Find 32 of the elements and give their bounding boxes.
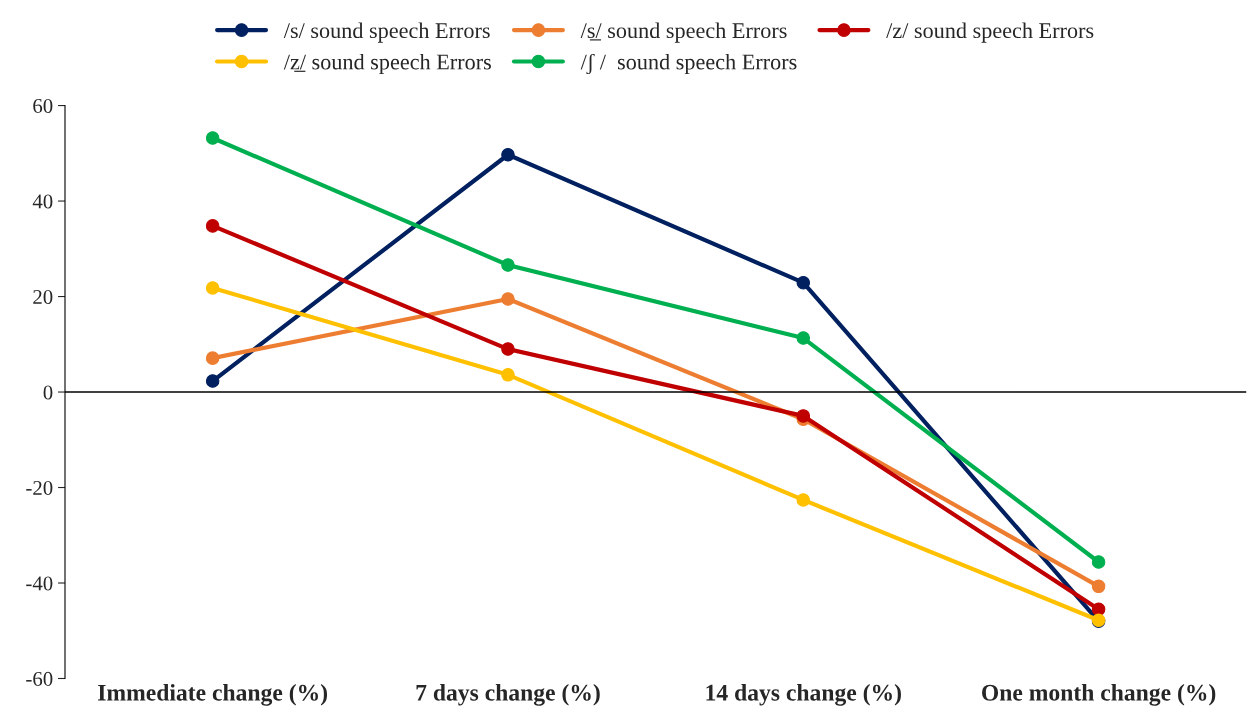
point xyxy=(501,342,515,356)
y-tick-label: 60 xyxy=(33,98,53,113)
y-tick-label: 40 xyxy=(32,194,53,209)
point xyxy=(1091,555,1106,569)
point xyxy=(501,292,515,306)
point xyxy=(501,368,515,382)
point xyxy=(205,374,220,388)
point xyxy=(1091,602,1106,617)
legend-label: /z/ sound speech Errors xyxy=(886,22,1094,43)
x-tick-label: 14 days change (%) xyxy=(706,684,901,706)
point xyxy=(796,331,811,345)
point xyxy=(796,275,811,290)
point xyxy=(1091,579,1106,594)
legend-label: /s̲/ sound speech Errors xyxy=(580,22,787,43)
legend-label: /z̲/ sound speech Errors xyxy=(283,53,491,75)
legend-label: /ʃ / sound speech Errors xyxy=(580,53,797,75)
point xyxy=(796,493,811,507)
point xyxy=(205,351,220,365)
point xyxy=(501,258,515,272)
legend-label: /s/ sound speech Errors xyxy=(283,22,490,43)
x-tick-label: One month change (%) xyxy=(982,684,1216,706)
y-tick-label: 20 xyxy=(33,289,53,304)
point xyxy=(205,131,220,145)
y-tick-label: -60 xyxy=(26,671,53,686)
x-tick-label: 7 days change (%) xyxy=(416,684,600,706)
point xyxy=(501,147,515,162)
point xyxy=(205,281,220,295)
x-tick-label: Immediate change (%) xyxy=(98,684,328,706)
y-tick-label: -20 xyxy=(26,480,53,495)
point xyxy=(205,219,220,233)
y-tick-label: 0 xyxy=(43,385,53,400)
y-tick-label: -40 xyxy=(26,576,53,591)
